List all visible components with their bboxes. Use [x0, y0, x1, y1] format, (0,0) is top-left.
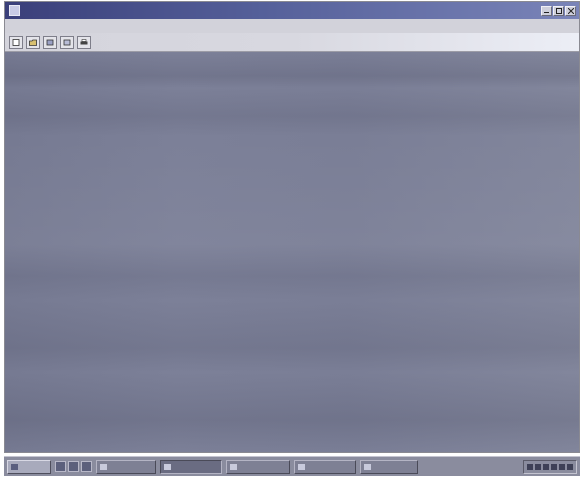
quick-launch-icon[interactable] — [68, 461, 79, 472]
quick-launch — [55, 461, 92, 472]
tray-icon[interactable] — [527, 463, 533, 470]
tool-icon — [46, 39, 54, 45]
workspace-area[interactable] — [5, 52, 579, 452]
quick-launch-icon[interactable] — [55, 461, 66, 472]
tray-icon[interactable] — [559, 463, 565, 470]
menu-item-1[interactable] — [10, 22, 30, 30]
tool-button-2[interactable] — [60, 35, 74, 49]
maximize-button[interactable] — [553, 5, 564, 16]
toolbar — [5, 33, 579, 52]
window-icon — [364, 463, 371, 470]
tool-icon — [63, 39, 71, 45]
new-button[interactable] — [9, 35, 23, 49]
window-icon — [100, 463, 107, 470]
title-bar[interactable] — [5, 2, 579, 19]
open-document-icon — [29, 39, 37, 46]
taskbar-window-button[interactable] — [294, 459, 356, 474]
maximize-icon — [556, 7, 562, 14]
tray-icon[interactable] — [543, 463, 549, 470]
start-button[interactable] — [7, 459, 51, 474]
tray-icon[interactable] — [567, 463, 573, 470]
print-button[interactable] — [77, 35, 91, 49]
window-icon — [164, 463, 171, 470]
tray-icon[interactable] — [551, 463, 557, 470]
tray-icon[interactable] — [535, 463, 541, 470]
quick-launch-icon[interactable] — [81, 461, 92, 472]
new-document-icon — [12, 38, 20, 46]
menu-item-2[interactable] — [40, 22, 60, 30]
tool-button-1[interactable] — [43, 35, 57, 49]
windows-logo-icon — [11, 463, 18, 470]
system-tray — [523, 459, 577, 474]
taskbar-window-button[interactable] — [96, 459, 156, 474]
taskbar-window-button[interactable] — [226, 459, 290, 474]
taskbar-window-button-active[interactable] — [160, 459, 222, 474]
open-button[interactable] — [26, 35, 40, 49]
window-icon — [298, 463, 305, 470]
menu-bar — [5, 19, 579, 33]
application-window — [4, 1, 580, 453]
app-icon[interactable] — [9, 5, 20, 16]
close-button[interactable] — [565, 5, 576, 16]
minimize-button[interactable] — [541, 5, 552, 16]
window-controls — [541, 5, 576, 16]
print-icon — [80, 38, 88, 44]
taskbar — [4, 456, 580, 476]
taskbar-window-button[interactable] — [360, 459, 418, 474]
close-icon — [568, 7, 574, 14]
window-icon — [230, 463, 237, 470]
minimize-icon — [544, 11, 549, 13]
